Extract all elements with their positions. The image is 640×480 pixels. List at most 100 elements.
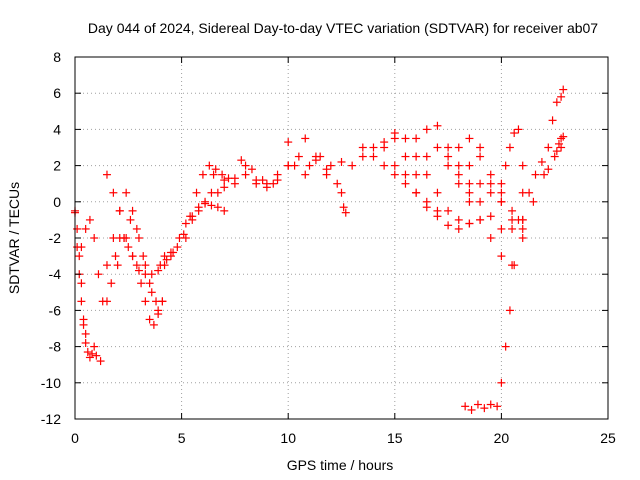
data-point xyxy=(557,134,566,143)
y-axis-label: SDTVAR / TECUs xyxy=(6,182,22,294)
data-point xyxy=(211,165,220,174)
data-point xyxy=(173,243,182,252)
data-point xyxy=(284,138,293,147)
axes: 0 5 10 15 20 25 -12 -10 -8 -6 -4 -2 0 2 4 6 8 xyxy=(41,49,616,446)
data-point xyxy=(83,348,92,357)
data-point xyxy=(514,125,523,134)
data-point xyxy=(369,152,378,161)
data-point xyxy=(486,234,495,242)
data-series-s29 xyxy=(544,85,568,152)
data-point xyxy=(128,206,137,215)
data-point xyxy=(77,243,86,252)
data-point xyxy=(139,252,148,261)
data-point xyxy=(160,252,169,261)
data-point xyxy=(81,329,90,338)
y-tick-label: 4 xyxy=(53,121,61,137)
data-point xyxy=(390,129,399,138)
y-tick-label: 2 xyxy=(53,158,61,174)
data-series-s14 xyxy=(290,156,331,179)
data-point xyxy=(476,143,485,152)
data-point xyxy=(497,378,506,387)
data-point xyxy=(326,161,335,170)
data-point xyxy=(505,143,514,152)
data-point xyxy=(476,152,485,161)
data-point xyxy=(476,215,485,224)
data-series-s18 xyxy=(358,143,442,215)
data-point xyxy=(465,161,474,170)
data-point xyxy=(205,161,214,170)
data-point xyxy=(486,400,495,409)
data-point xyxy=(465,219,474,228)
data-point xyxy=(537,157,546,166)
data-point xyxy=(433,143,442,152)
data-point xyxy=(480,404,489,413)
x-tick-label: 10 xyxy=(280,430,296,446)
data-point xyxy=(126,215,135,224)
data-point xyxy=(141,297,150,306)
data-point xyxy=(559,132,568,141)
data-point xyxy=(290,161,299,170)
data-point xyxy=(412,134,421,143)
y-tick-label: -10 xyxy=(41,375,61,391)
data-point xyxy=(422,170,431,179)
data-series-s5 xyxy=(102,188,163,315)
data-point xyxy=(75,252,84,261)
data-series-s8 xyxy=(160,161,233,261)
data-point xyxy=(544,143,553,152)
y-tick-label: 8 xyxy=(53,49,61,65)
data-point xyxy=(107,279,116,288)
data-series-s13 xyxy=(284,138,346,197)
y-tick-label: -4 xyxy=(49,266,62,282)
data-point xyxy=(369,143,378,152)
data-point xyxy=(158,297,167,306)
data-point xyxy=(465,188,474,197)
data-point xyxy=(85,215,94,224)
data-point xyxy=(269,179,278,188)
data-point xyxy=(247,165,256,174)
data-series-s4 xyxy=(102,170,175,279)
data-point xyxy=(192,188,201,197)
data-point xyxy=(90,234,99,242)
data-point xyxy=(162,255,171,264)
data-point xyxy=(444,221,453,230)
data-series-s26 xyxy=(461,188,527,414)
data-series-s1 xyxy=(71,206,105,366)
data-point xyxy=(81,224,90,233)
data-point xyxy=(497,179,506,188)
data-point xyxy=(218,170,227,179)
data-point xyxy=(181,219,190,228)
data-point xyxy=(510,261,519,270)
data-point xyxy=(444,206,453,215)
data-point xyxy=(92,351,101,360)
data-point xyxy=(113,261,122,270)
data-series-s12 xyxy=(237,156,278,188)
data-point xyxy=(454,215,463,224)
data-point xyxy=(412,170,421,179)
data-point xyxy=(322,170,331,179)
y-tick-label: -2 xyxy=(49,230,62,246)
data-series-s3 xyxy=(77,215,167,329)
data-point xyxy=(258,176,267,185)
data-point xyxy=(454,179,463,188)
data-point xyxy=(311,152,320,161)
data-point xyxy=(132,261,141,270)
y-tick-label: 0 xyxy=(53,194,61,210)
data-point xyxy=(252,179,261,188)
data-point xyxy=(73,224,82,233)
data-point xyxy=(552,98,561,107)
data-point xyxy=(497,188,506,197)
plot-area xyxy=(71,85,568,414)
data-point xyxy=(134,234,143,242)
data-point xyxy=(348,161,357,170)
data-point xyxy=(141,261,150,270)
data-point xyxy=(559,85,568,94)
grid xyxy=(75,57,608,419)
data-point xyxy=(339,203,348,212)
data-point xyxy=(120,234,129,242)
data-point xyxy=(531,170,540,179)
data-point xyxy=(149,320,158,329)
data-point xyxy=(557,143,566,152)
y-tick-label: -12 xyxy=(41,411,61,427)
data-point xyxy=(96,357,105,366)
data-point xyxy=(237,156,246,165)
